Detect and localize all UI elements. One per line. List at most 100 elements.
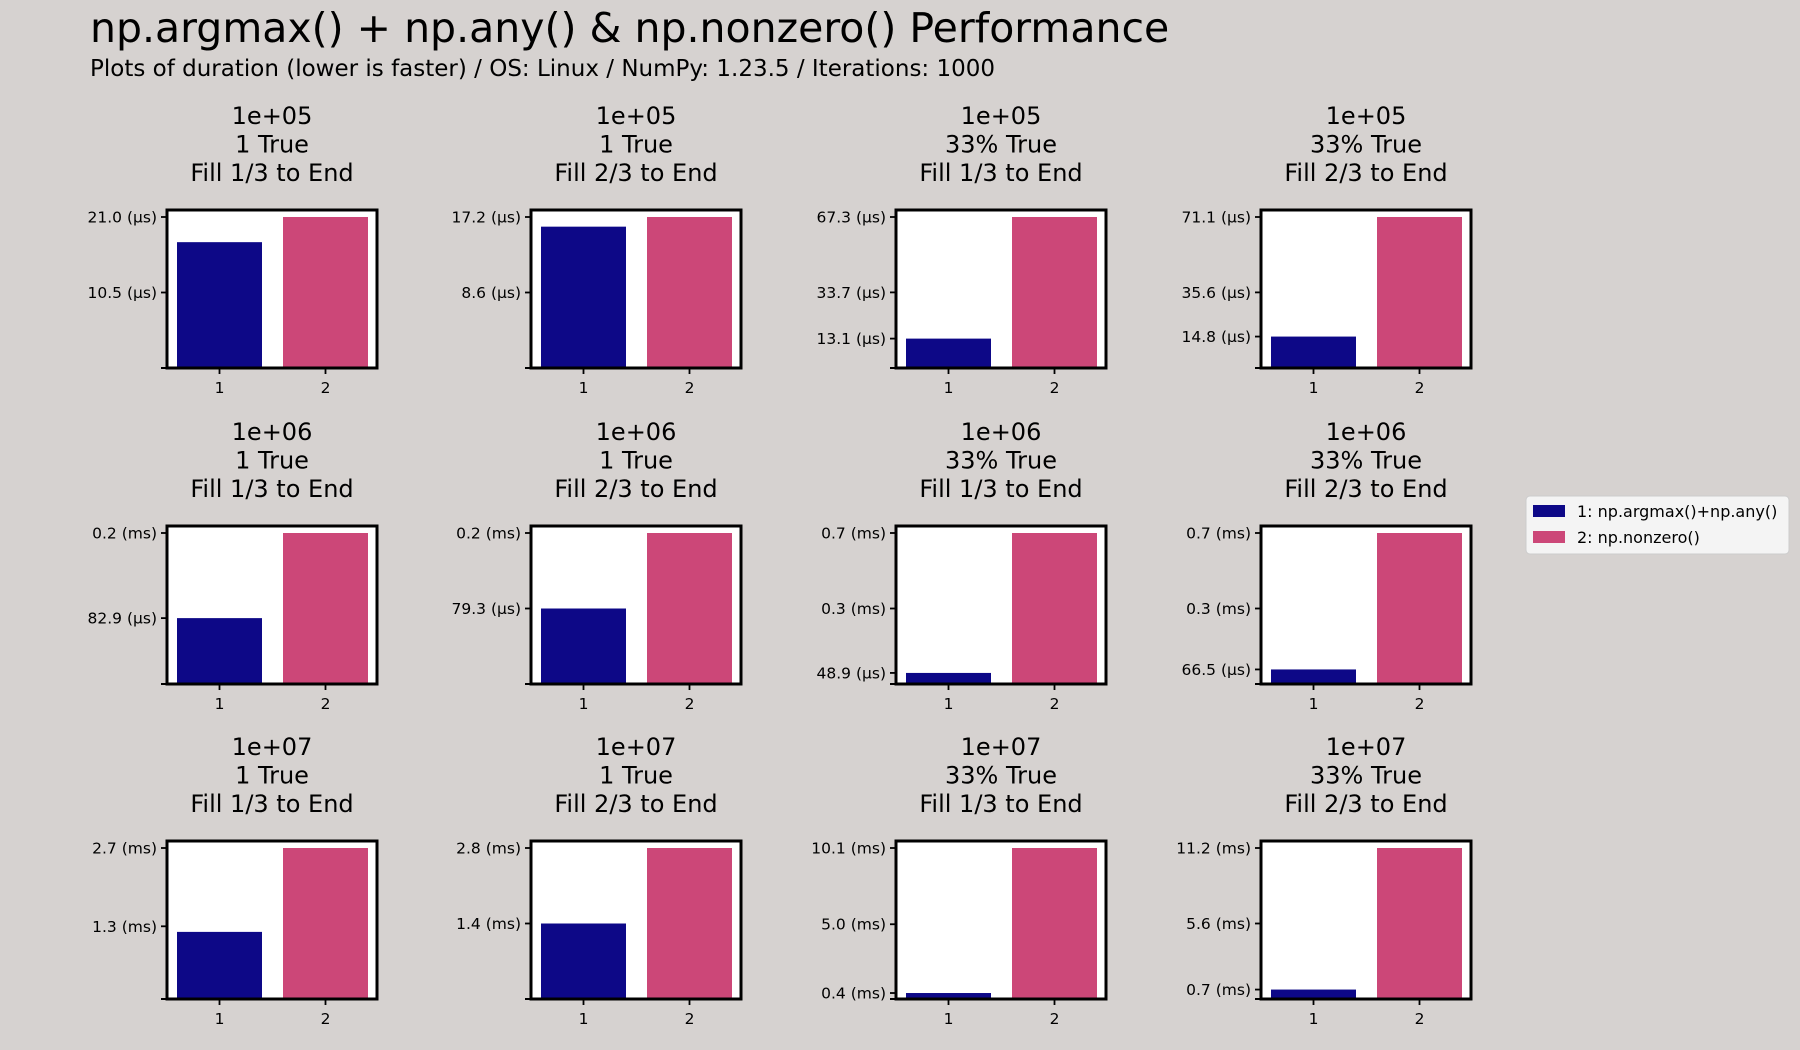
subplot-title: 1e+07 bbox=[1326, 733, 1407, 761]
bar-series-1 bbox=[541, 608, 626, 684]
y-tick-label: 14.8 (µs) bbox=[1182, 328, 1251, 346]
bar-series-2 bbox=[283, 217, 368, 368]
subplot-title: Fill 2/3 to End bbox=[554, 475, 717, 503]
y-tick-label: 17.2 (µs) bbox=[452, 209, 521, 227]
y-tick-label: 0.7 (ms) bbox=[1186, 981, 1251, 999]
subplot-title: 1e+05 bbox=[232, 102, 313, 130]
y-tick-label: 0.2 (ms) bbox=[92, 525, 157, 543]
subplot-title: 1 True bbox=[235, 762, 309, 790]
y-tick-label: 8.6 (µs) bbox=[461, 284, 521, 302]
subplot-title: 1e+05 bbox=[596, 102, 677, 130]
y-tick-label: 0.7 (ms) bbox=[1186, 525, 1251, 543]
y-tick-label: 0.3 (ms) bbox=[1186, 600, 1251, 618]
y-tick-label: 0.7 (ms) bbox=[821, 525, 886, 543]
x-tick-label: 2 bbox=[321, 1010, 331, 1028]
plot-frame bbox=[165, 524, 379, 686]
y-tick-label: 2.8 (ms) bbox=[456, 840, 521, 858]
subplot-title: 1 True bbox=[599, 447, 673, 475]
legend: 1: np.argmax()+np.any() 2: np.nonzero() bbox=[1525, 495, 1790, 555]
figure-title: np.argmax() + np.any() & np.nonzero() Pe… bbox=[90, 4, 1169, 52]
subplot-title: Fill 2/3 to End bbox=[554, 159, 717, 187]
subplot-title: 33% True bbox=[1310, 762, 1422, 790]
x-tick-label: 1 bbox=[944, 695, 954, 713]
subplot-title: 1 True bbox=[599, 131, 673, 159]
bar-series-1 bbox=[177, 931, 262, 999]
plot-frame bbox=[165, 839, 379, 1001]
subplot-title: Fill 2/3 to End bbox=[1284, 790, 1447, 818]
subplot-title: Fill 1/3 to End bbox=[190, 475, 353, 503]
plot-frame bbox=[1259, 524, 1473, 686]
x-tick-label: 2 bbox=[321, 695, 331, 713]
bar-series-2 bbox=[1012, 848, 1097, 999]
legend-label-2: 2: np.nonzero() bbox=[1577, 528, 1700, 547]
x-tick-label: 1 bbox=[1309, 695, 1319, 713]
bar-series-2 bbox=[1377, 848, 1462, 999]
subplot-title: 1 True bbox=[599, 762, 673, 790]
y-tick-label: 10.5 (µs) bbox=[88, 284, 157, 302]
bar-series-2 bbox=[647, 848, 732, 999]
x-tick-label: 1 bbox=[1309, 1010, 1319, 1028]
x-tick-label: 1 bbox=[215, 1010, 225, 1028]
subplot-title: Fill 1/3 to End bbox=[190, 790, 353, 818]
bar-series-1 bbox=[177, 618, 262, 684]
x-tick-label: 2 bbox=[685, 1010, 695, 1028]
x-tick-label: 2 bbox=[1415, 379, 1425, 397]
subplot-title: Fill 1/3 to End bbox=[919, 159, 1082, 187]
bar-series-2 bbox=[1012, 217, 1097, 368]
x-tick-label: 2 bbox=[1415, 1010, 1425, 1028]
y-tick-label: 13.1 (µs) bbox=[817, 330, 886, 348]
bar-series-1 bbox=[177, 242, 262, 368]
bar-series-2 bbox=[647, 217, 732, 368]
bar-series-2 bbox=[1377, 217, 1462, 368]
legend-swatch-1 bbox=[1533, 505, 1565, 517]
subplot-title: Fill 2/3 to End bbox=[1284, 159, 1447, 187]
y-tick-label: 0.2 (ms) bbox=[456, 525, 521, 543]
subplot-title: 1e+06 bbox=[232, 418, 313, 446]
subplot-title: 1e+07 bbox=[232, 733, 313, 761]
y-tick-label: 11.2 (ms) bbox=[1176, 840, 1251, 858]
y-tick-label: 1.3 (ms) bbox=[92, 918, 157, 936]
bar-series-2 bbox=[647, 533, 732, 684]
legend-swatch-2 bbox=[1533, 531, 1565, 543]
subplot-title: 33% True bbox=[945, 447, 1057, 475]
plot-frame bbox=[1259, 839, 1473, 1001]
y-tick-label: 71.1 (µs) bbox=[1182, 209, 1251, 227]
y-tick-label: 10.1 (ms) bbox=[811, 840, 886, 858]
y-tick-label: 79.3 (µs) bbox=[452, 600, 521, 618]
bar-series-1 bbox=[906, 338, 991, 368]
x-tick-label: 2 bbox=[1050, 379, 1060, 397]
y-tick-label: 5.0 (ms) bbox=[821, 916, 886, 934]
x-tick-label: 2 bbox=[685, 379, 695, 397]
plot-frame bbox=[894, 839, 1108, 1001]
subplot-title: 33% True bbox=[1310, 447, 1422, 475]
plot-frame bbox=[894, 208, 1108, 370]
plot-frame bbox=[529, 524, 743, 686]
x-tick-label: 1 bbox=[579, 379, 589, 397]
x-tick-label: 2 bbox=[1050, 1010, 1060, 1028]
subplot-title: Fill 2/3 to End bbox=[1284, 475, 1447, 503]
y-tick-label: 48.9 (µs) bbox=[817, 664, 886, 682]
bar-series-1 bbox=[1271, 336, 1356, 368]
subplot-title: 1e+06 bbox=[596, 418, 677, 446]
y-tick-label: 1.4 (ms) bbox=[456, 915, 521, 933]
y-tick-label: 66.5 (µs) bbox=[1182, 661, 1251, 679]
legend-label-1: 1: np.argmax()+np.any() bbox=[1577, 502, 1777, 521]
x-tick-label: 2 bbox=[321, 379, 331, 397]
subplot-title: 1e+06 bbox=[1326, 418, 1407, 446]
plot-frame bbox=[1259, 208, 1473, 370]
bar-series-1 bbox=[906, 993, 991, 999]
bar-series-1 bbox=[906, 672, 991, 684]
subplot-title: 1e+06 bbox=[961, 418, 1042, 446]
plot-frame bbox=[529, 208, 743, 370]
subplot-title: 33% True bbox=[1310, 131, 1422, 159]
